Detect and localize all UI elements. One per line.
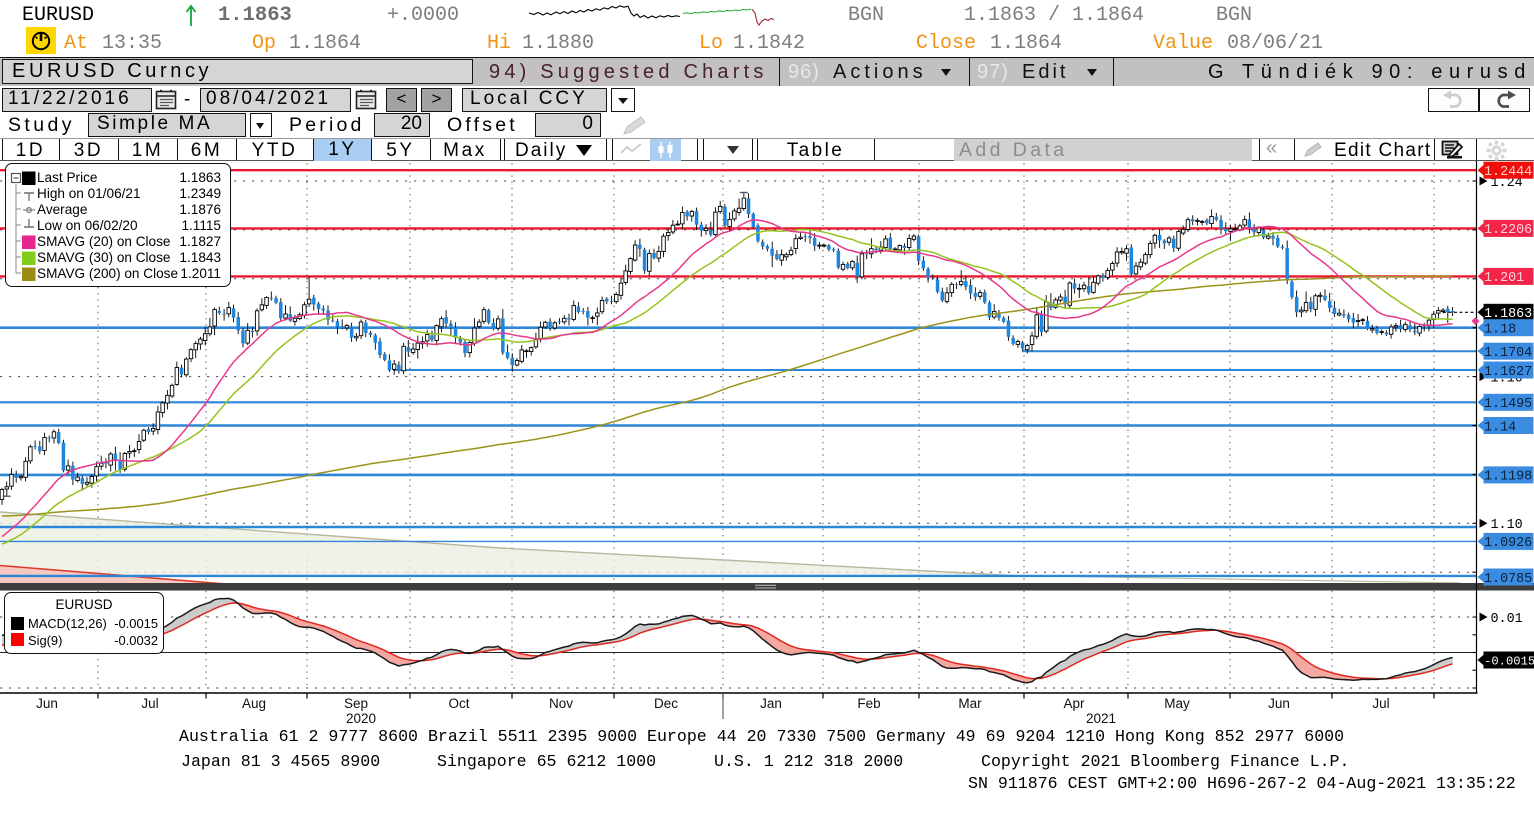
svg-text:1.10: 1.10 <box>1491 518 1523 533</box>
svg-text:Jun: Jun <box>1268 696 1290 711</box>
svg-text:Sep: Sep <box>344 696 368 711</box>
svg-text:2020: 2020 <box>346 711 376 726</box>
svg-text:1.1495: 1.1495 <box>1484 397 1532 412</box>
svg-text:1.1198: 1.1198 <box>1484 470 1532 485</box>
svg-text:0.01: 0.01 <box>1491 612 1523 627</box>
svg-text:1.201: 1.201 <box>1484 271 1524 286</box>
svg-text:Jul: Jul <box>1372 696 1389 711</box>
svg-text:1.0926: 1.0926 <box>1484 536 1532 551</box>
svg-text:2021: 2021 <box>1086 711 1116 726</box>
svg-text:Oct: Oct <box>448 696 469 711</box>
svg-text:1.2206: 1.2206 <box>1484 223 1532 238</box>
svg-text:1.18: 1.18 <box>1484 323 1516 338</box>
svg-text:Jan: Jan <box>760 696 782 711</box>
svg-text:Jul: Jul <box>141 696 158 711</box>
svg-text:1.24: 1.24 <box>1491 176 1523 191</box>
svg-text:1.1627: 1.1627 <box>1484 365 1532 380</box>
svg-text:Aug: Aug <box>242 696 266 711</box>
svg-text:Nov: Nov <box>549 696 573 711</box>
svg-text:1.0785: 1.0785 <box>1484 572 1532 587</box>
svg-text:Feb: Feb <box>857 696 880 711</box>
svg-text:Apr: Apr <box>1063 696 1085 711</box>
svg-text:1.1863: 1.1863 <box>1484 307 1532 322</box>
svg-text:May: May <box>1164 696 1190 711</box>
svg-text:Mar: Mar <box>958 696 982 711</box>
svg-text:1.2444: 1.2444 <box>1484 165 1532 180</box>
svg-text:-0.0015: -0.0015 <box>1484 654 1534 668</box>
svg-text:Jun: Jun <box>36 696 58 711</box>
svg-text:1.1704: 1.1704 <box>1484 346 1532 361</box>
svg-text:1.14: 1.14 <box>1484 420 1516 435</box>
svg-text:Dec: Dec <box>654 696 678 711</box>
